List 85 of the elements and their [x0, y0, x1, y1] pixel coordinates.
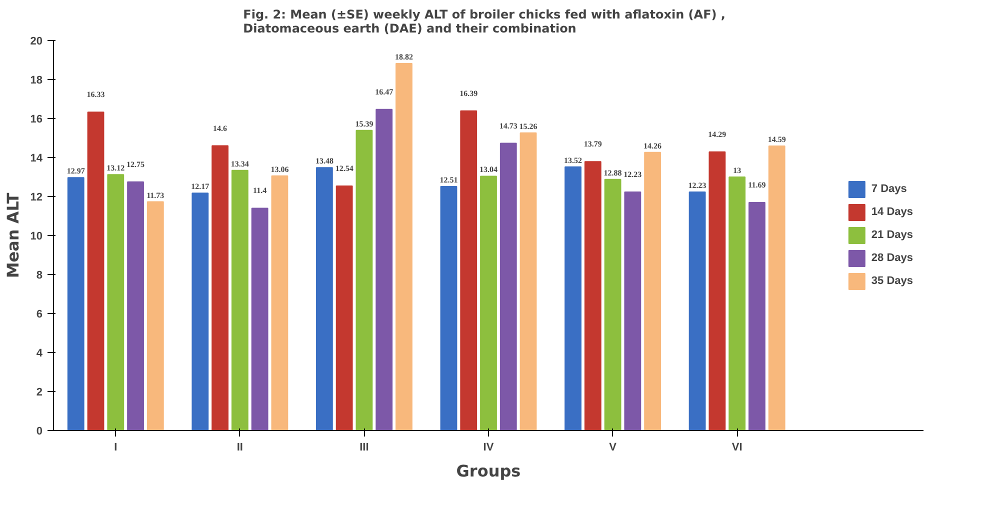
bar — [708, 151, 726, 430]
data-label: 11.73 — [146, 190, 164, 200]
x-tick-label: V — [609, 442, 618, 454]
legend-label: 28 Days — [871, 252, 913, 264]
y-tick-label: 6 — [36, 308, 43, 320]
bar — [316, 167, 333, 430]
bar — [107, 174, 124, 430]
bar — [146, 201, 164, 430]
data-label: 18.82 — [394, 52, 413, 62]
data-label: 14.26 — [644, 141, 662, 150]
bar — [768, 145, 786, 430]
data-label: 16.39 — [460, 88, 478, 98]
y-tick-label: 8 — [36, 270, 43, 282]
y-tick-label: 4 — [36, 348, 44, 360]
legend-label: 7 Days — [871, 183, 907, 195]
data-label: 13 — [733, 166, 742, 175]
bar — [271, 175, 288, 430]
data-label: 16.47 — [375, 87, 394, 96]
y-tick-label: 10 — [30, 230, 43, 242]
y-tick-label: 2 — [36, 386, 43, 398]
y-tick-label: 16 — [30, 114, 43, 126]
bar — [212, 145, 228, 430]
data-label: 13.48 — [315, 156, 334, 166]
bar — [688, 192, 706, 430]
y-tick-label: 18 — [30, 74, 43, 86]
data-label: 15.26 — [519, 122, 538, 131]
bar — [192, 192, 209, 430]
data-label: 11.69 — [748, 180, 766, 190]
legend-label: 14 Days — [871, 206, 913, 218]
bar — [251, 208, 268, 430]
data-label: 12.51 — [440, 176, 458, 185]
data-label: 12.23 — [688, 181, 706, 190]
data-label: 12.75 — [126, 160, 145, 169]
data-label: 11.4 — [253, 186, 267, 196]
chart-title: Fig. 2: Mean (±SE) weekly ALT of broiler chicks fed with aflatoxin (AF) , Diatomaceous earth (DAE) and their combination — [243, 8, 726, 36]
data-label: 16.33 — [86, 90, 105, 100]
legend-label: 35 Days — [871, 275, 913, 287]
data-label: 12.17 — [191, 182, 210, 192]
data-label: 12.88 — [604, 168, 622, 178]
bar — [460, 110, 478, 430]
bar — [584, 161, 602, 430]
data-label: 13.79 — [584, 140, 602, 149]
bar — [440, 186, 458, 430]
bar — [231, 170, 248, 430]
x-tick-label: III — [360, 442, 369, 454]
bar — [520, 132, 537, 430]
data-label: 13.34 — [230, 159, 249, 168]
y-axis-title: Mean ALT — [3, 192, 22, 278]
data-label: 12.54 — [335, 164, 354, 173]
data-label: 14.29 — [708, 130, 726, 139]
bar — [336, 185, 353, 430]
x-tick-label: I — [114, 442, 118, 454]
bar — [127, 181, 144, 430]
x-tick-label: VI — [732, 442, 742, 454]
bar — [644, 152, 662, 430]
bar — [480, 176, 497, 430]
bar — [624, 192, 642, 430]
data-label: 13.12 — [106, 164, 125, 173]
bar — [67, 177, 84, 430]
bar — [604, 178, 622, 430]
y-tick-label: 20 — [30, 36, 43, 48]
bar — [728, 176, 746, 430]
bar — [87, 112, 104, 430]
data-label: 13.06 — [270, 164, 289, 174]
data-label: 12.23 — [624, 170, 642, 180]
x-axis-title: Groups — [456, 462, 521, 480]
y-tick-label: 14 — [30, 152, 44, 164]
bar — [396, 63, 412, 430]
data-label: 14.73 — [499, 121, 518, 130]
data-label: 13.52 — [564, 156, 582, 165]
x-tick-label: II — [236, 442, 243, 454]
bar — [500, 142, 517, 430]
data-label: 15.39 — [355, 119, 374, 128]
legend-label: 21 Days — [871, 229, 913, 241]
bar — [376, 108, 393, 430]
bar — [748, 202, 766, 430]
data-label: 14.59 — [768, 134, 786, 144]
bar — [564, 166, 582, 430]
data-label: 14.6 — [213, 124, 228, 133]
y-tick-label: 12 — [30, 192, 43, 204]
data-label: 13.04 — [480, 165, 498, 174]
y-tick-label: 0 — [36, 426, 43, 438]
x-tick-label: IV — [483, 442, 494, 454]
bar — [356, 130, 373, 430]
data-label: 12.97 — [66, 166, 85, 176]
